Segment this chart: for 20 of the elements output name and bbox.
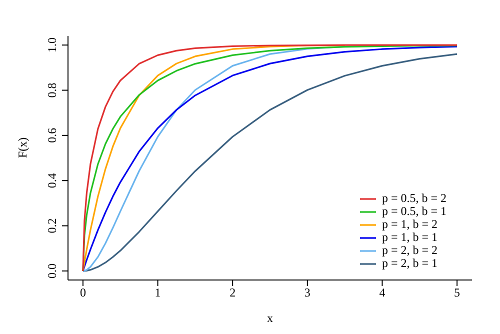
y-axis-title: F(x) [15,137,30,158]
legend-label: p = 0.5, b = 1 [382,204,447,218]
x-tick-label: 3 [304,286,310,300]
legend-label: p = 1, b = 1 [382,230,438,244]
y-tick-label: 0.6 [45,128,59,143]
y-tick-label: 0.0 [45,263,59,278]
y-tick-label: 0.4 [45,173,59,188]
y-tick-label: 0.8 [45,82,59,98]
legend-label: p = 1, b = 2 [382,217,438,231]
x-tick-label: 2 [230,286,236,300]
y-tick-label: 1.0 [45,38,59,53]
x-axis-title: x [267,311,273,325]
legend-label: p = 0.5, b = 2 [382,191,447,205]
legend-label: p = 2, b = 1 [382,256,438,270]
x-tick-label: 5 [454,286,460,300]
y-tick-label: 0.2 [45,218,59,234]
legend-label: p = 2, b = 2 [382,243,438,257]
x-tick-label: 4 [379,286,386,300]
x-tick-label: 1 [154,286,161,300]
x-tick-label: 0 [80,286,86,300]
